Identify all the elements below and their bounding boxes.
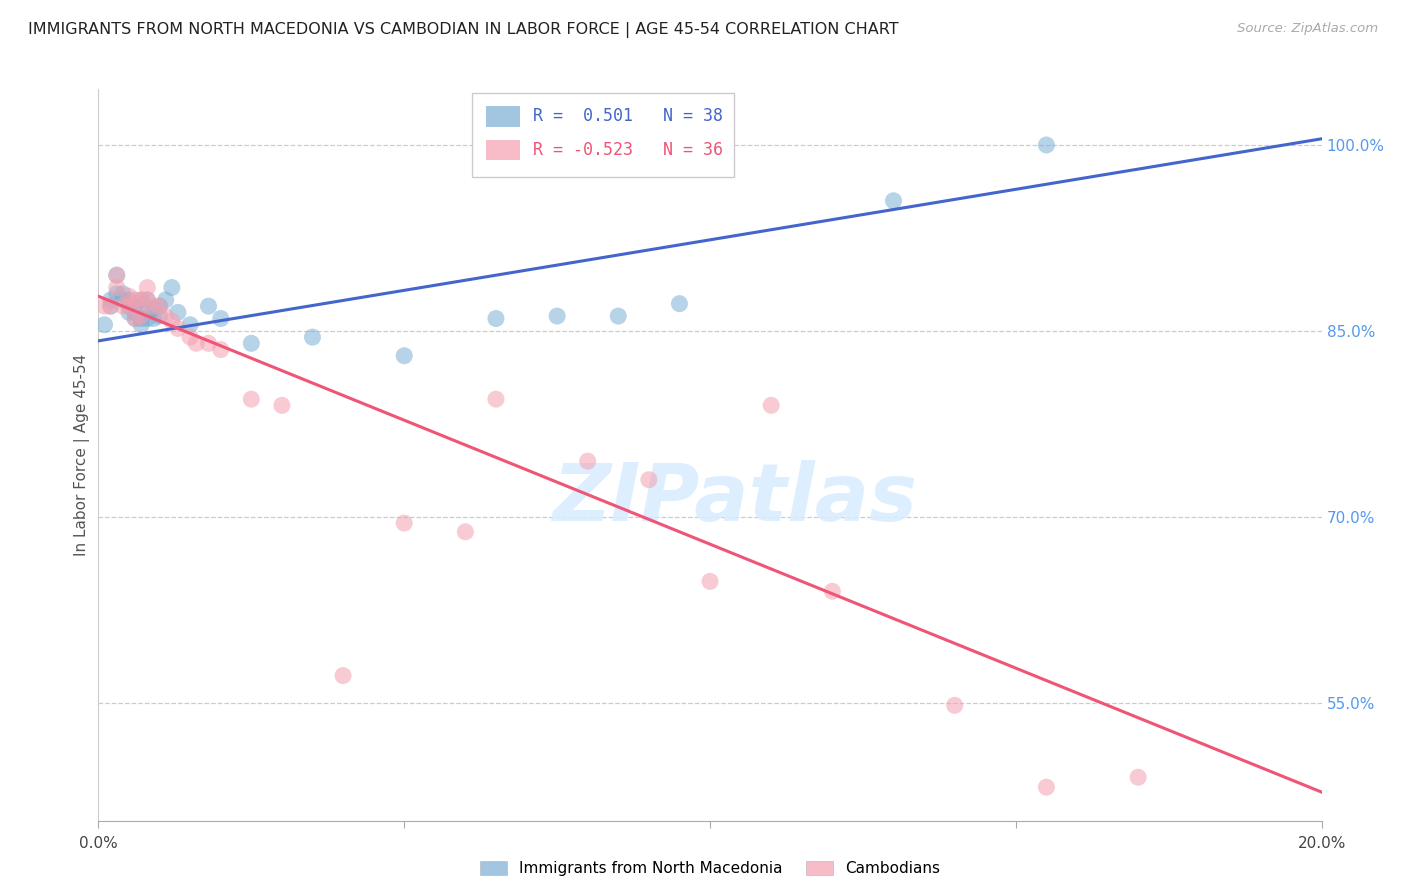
Point [1128, 770, 1150, 784]
Point [142, 299, 165, 313]
Point [105, 268, 128, 282]
Bar [471, 93, 734, 177]
Point [186, 336, 208, 351]
Text: R =  0.501   N = 38: R = 0.501 N = 38 [533, 107, 723, 125]
Point [668, 296, 690, 310]
Point [111, 299, 134, 313]
Point [105, 280, 128, 294]
Point [129, 309, 152, 323]
Point [546, 309, 568, 323]
Point [1035, 780, 1057, 794]
Point [392, 516, 416, 530]
Point [576, 454, 599, 468]
Point [129, 293, 152, 307]
Text: 20.0%: 20.0% [1298, 836, 1346, 850]
Point [883, 194, 905, 208]
Point [332, 668, 354, 682]
Point [209, 311, 232, 326]
Point [155, 293, 177, 307]
Point [118, 299, 141, 313]
Point [111, 293, 134, 307]
Point [93, 318, 115, 332]
Point [197, 299, 219, 313]
Point [118, 299, 141, 313]
Point [149, 299, 172, 313]
Point [637, 473, 661, 487]
Point [167, 305, 190, 319]
Point [699, 574, 721, 589]
Point [124, 311, 146, 326]
Point [136, 293, 159, 307]
Point [179, 330, 201, 344]
Point [943, 698, 966, 713]
Point [607, 309, 630, 323]
Point [485, 392, 508, 406]
Point [111, 286, 134, 301]
Point [105, 268, 128, 282]
Point [209, 343, 232, 357]
Point [1035, 138, 1057, 153]
Point [160, 280, 183, 294]
Point [124, 311, 146, 326]
Point [142, 301, 165, 316]
Point [136, 305, 159, 319]
Bar [486, 106, 520, 127]
Text: IMMIGRANTS FROM NORTH MACEDONIA VS CAMBODIAN IN LABOR FORCE | AGE 45-54 CORRELAT: IMMIGRANTS FROM NORTH MACEDONIA VS CAMBO… [28, 22, 898, 38]
Point [129, 318, 152, 332]
Point [118, 289, 141, 303]
Text: Source: ZipAtlas.com: Source: ZipAtlas.com [1237, 22, 1378, 36]
Point [100, 293, 122, 307]
Point [759, 398, 782, 412]
Point [240, 392, 263, 406]
Point [105, 286, 128, 301]
Point [136, 293, 159, 307]
Point [136, 280, 159, 294]
Text: R = -0.523   N = 36: R = -0.523 N = 36 [533, 141, 723, 159]
Point [124, 299, 146, 313]
Y-axis label: In Labor Force | Age 45-54: In Labor Force | Age 45-54 [75, 354, 90, 556]
Point [100, 299, 122, 313]
Point [160, 314, 183, 328]
Point [454, 524, 477, 539]
Point [240, 336, 263, 351]
Text: 0.0%: 0.0% [79, 836, 118, 850]
Point [93, 299, 115, 313]
Point [149, 299, 172, 313]
Point [149, 309, 172, 323]
Point [821, 584, 844, 599]
Point [270, 398, 292, 412]
Point [118, 293, 141, 307]
Point [485, 311, 508, 326]
Point [392, 349, 416, 363]
Point [197, 336, 219, 351]
Point [167, 321, 190, 335]
Point [179, 318, 201, 332]
Point [155, 309, 177, 323]
Point [124, 293, 146, 307]
Point [124, 305, 146, 319]
Point [301, 330, 323, 344]
Bar [486, 140, 520, 161]
Point [136, 311, 159, 326]
Point [118, 305, 141, 319]
Point [100, 299, 122, 313]
Point [129, 311, 152, 326]
Text: ZIPatlas: ZIPatlas [553, 459, 917, 538]
Point [142, 311, 165, 326]
Point [129, 293, 152, 307]
Legend: Immigrants from North Macedonia, Cambodians: Immigrants from North Macedonia, Cambodi… [474, 855, 946, 882]
